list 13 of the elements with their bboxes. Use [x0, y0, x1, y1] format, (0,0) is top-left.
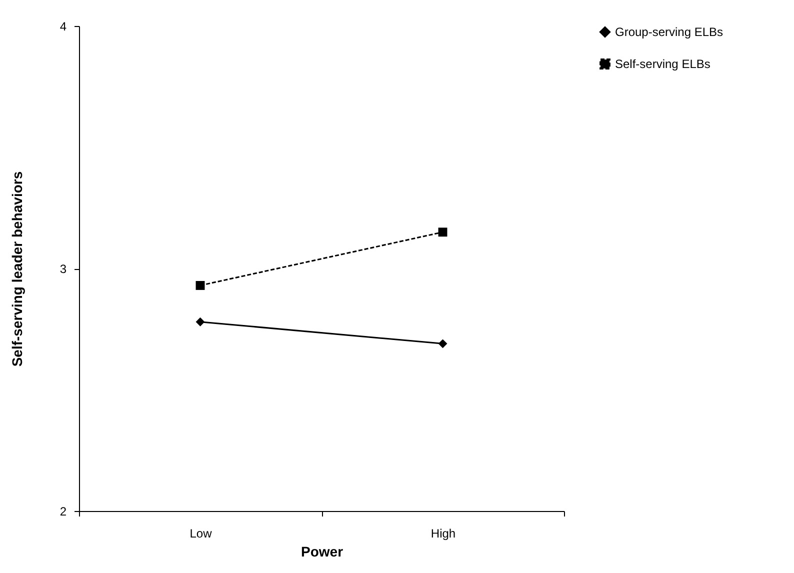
legend-label: Group-serving ELBs	[615, 25, 724, 39]
point	[438, 228, 448, 237]
x-tick-label: High	[430, 526, 456, 540]
y-tick-label: 3	[60, 262, 67, 276]
x-axis-title: Power	[300, 544, 344, 560]
point	[196, 281, 205, 290]
legend-label: Self-serving ELBs	[615, 57, 710, 71]
y-tick-label: 2	[60, 504, 67, 518]
point	[438, 339, 448, 348]
y-tick-label: 4	[60, 20, 67, 34]
point	[196, 317, 205, 326]
x-tick-label: Low	[190, 526, 212, 540]
y-axis-title: Self-serving leader behaviors	[8, 171, 25, 367]
